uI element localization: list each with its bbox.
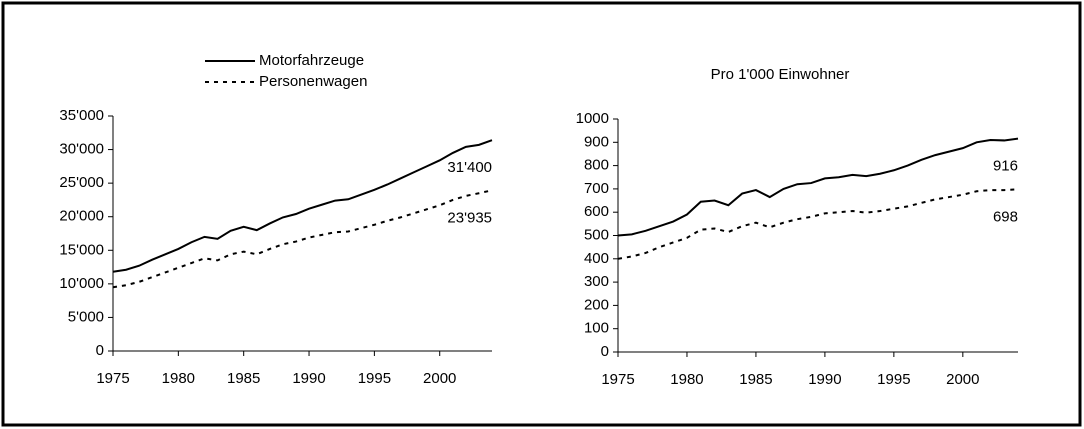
line-series	[112, 139, 493, 273]
end-label: 23'935	[447, 209, 492, 226]
x-tick-label: 1985	[739, 371, 772, 388]
y-tick-label: 300	[584, 273, 609, 290]
x-tick-label: 1980	[670, 371, 703, 388]
end-label: 916	[993, 158, 1018, 175]
x-tick-label: 1975	[96, 370, 129, 387]
legend-label: Personenwagen	[259, 73, 367, 90]
y-tick-label: 20'000	[59, 208, 104, 225]
x-tick-label: 1980	[162, 370, 195, 387]
x-tick-label: 2000	[946, 371, 979, 388]
y-tick-label: 35'000	[59, 107, 104, 124]
y-tick-label: 500	[584, 226, 609, 243]
x-tick-label: 2000	[423, 370, 456, 387]
x-tick-label: 1990	[292, 370, 325, 387]
line-series	[617, 188, 1019, 260]
line-series	[112, 189, 493, 289]
end-label: 698	[993, 208, 1018, 225]
y-tick-label: 400	[584, 250, 609, 267]
y-tick-label: 900	[584, 133, 609, 150]
y-tick-label: 0	[601, 343, 609, 360]
y-tick-label: 800	[584, 157, 609, 174]
y-tick-label: 600	[584, 203, 609, 220]
y-tick-label: 30'000	[59, 141, 104, 158]
y-tick-label: 10'000	[59, 275, 104, 292]
chart-title: Pro 1'000 Einwohner	[711, 66, 850, 83]
y-tick-label: 100	[584, 320, 609, 337]
line-series	[617, 137, 1019, 237]
y-tick-label: 700	[584, 180, 609, 197]
x-tick-label: 1990	[808, 371, 841, 388]
y-tick-label: 1000	[576, 110, 609, 127]
x-tick-label: 1975	[601, 371, 634, 388]
y-tick-label: 15'000	[59, 241, 104, 258]
y-tick-label: 0	[96, 342, 104, 359]
x-tick-label: 1995	[358, 370, 391, 387]
end-label: 31'400	[447, 159, 492, 176]
y-tick-label: 25'000	[59, 174, 104, 191]
x-tick-label: 1995	[877, 371, 910, 388]
legend-label: Motorfahrzeuge	[259, 52, 364, 69]
y-tick-label: 5'000	[68, 308, 104, 325]
y-tick-label: 200	[584, 296, 609, 313]
x-tick-label: 1985	[227, 370, 260, 387]
